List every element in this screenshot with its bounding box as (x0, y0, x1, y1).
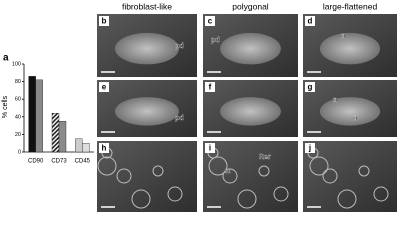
panel-label: e (102, 83, 107, 92)
annotation: Rer (259, 154, 271, 161)
image-panel: dn (303, 14, 397, 77)
image-panel: g n n (303, 80, 397, 137)
annotation: n (333, 97, 337, 104)
x-tick-label: CD90 (28, 159, 44, 165)
figure: a % cells 0 20 40 60 80 100 CD90 CD73 CD45 fibrob… (2, 1, 397, 212)
bar (35, 79, 43, 153)
organelle (258, 165, 270, 177)
x-tick-label: CD45 (75, 159, 91, 165)
label-box (99, 16, 109, 26)
image-panel: h (97, 141, 197, 212)
organelle (222, 168, 238, 184)
micrograph (303, 141, 397, 212)
image-panel: b pd (97, 14, 197, 77)
image-panel: j (303, 141, 397, 212)
panel-label: i (209, 144, 211, 153)
cell-body (115, 32, 179, 65)
organelle (322, 168, 338, 184)
organelle (152, 165, 164, 177)
x-tick-label: CD73 (51, 159, 67, 165)
y-axis-label: % cells (2, 95, 9, 118)
organelle (116, 168, 132, 184)
cell-body (220, 32, 281, 65)
annotation: m (225, 168, 231, 175)
label-box (205, 82, 215, 92)
column-header: polygonal (232, 1, 269, 11)
cell-body (220, 97, 281, 126)
label-box (205, 16, 215, 26)
organelle (309, 156, 329, 176)
label-box (99, 82, 109, 92)
cell-body (319, 32, 381, 65)
bar (82, 142, 90, 153)
image-panel: c pd (203, 14, 298, 77)
organelle (131, 189, 151, 209)
y-tick-label: 0 (18, 149, 21, 155)
organelle (97, 156, 117, 176)
panel-label: b (102, 17, 107, 26)
annotation: n (341, 33, 345, 40)
organelle (373, 186, 389, 202)
panel-label: d (308, 17, 313, 26)
organelle (337, 189, 357, 209)
panel-label: c (208, 17, 213, 26)
panel-label: j (308, 144, 311, 153)
image-panel: e pd (97, 80, 197, 137)
label-box (305, 143, 315, 153)
micrograph (97, 141, 197, 212)
column-header: fibroblast-like (122, 1, 172, 11)
bar (51, 113, 60, 153)
label-box (305, 82, 315, 92)
organelle (208, 156, 228, 176)
organelle (273, 186, 289, 202)
cell-body (319, 97, 381, 126)
annotation: pd (175, 43, 184, 50)
bar (58, 120, 67, 153)
label-box (305, 16, 315, 26)
organelle (358, 165, 370, 177)
image-panel: i Rer m (203, 141, 298, 212)
annotation: n (353, 115, 357, 122)
y-tick-label: 20 (15, 132, 21, 138)
bar (28, 76, 36, 153)
label-box (99, 143, 109, 153)
label-box (205, 143, 215, 153)
column-header: large-flattened (323, 1, 378, 11)
annotation: pd (175, 115, 184, 122)
cell-body (115, 97, 179, 126)
image-panel: f (203, 80, 298, 137)
y-tick-label: 100 (12, 61, 21, 67)
bar (75, 138, 83, 153)
organelle (237, 189, 257, 209)
annotation: pd (211, 37, 220, 44)
micrograph (203, 141, 298, 212)
panel-label: h (102, 144, 107, 153)
y-tick-label: 80 (15, 79, 21, 85)
panel-label: a (3, 53, 9, 64)
y-tick-label: 40 (15, 114, 21, 120)
organelle (167, 186, 183, 202)
panel-label: f (209, 83, 212, 92)
panel-label: g (308, 83, 313, 92)
y-tick-label: 60 (15, 97, 21, 103)
